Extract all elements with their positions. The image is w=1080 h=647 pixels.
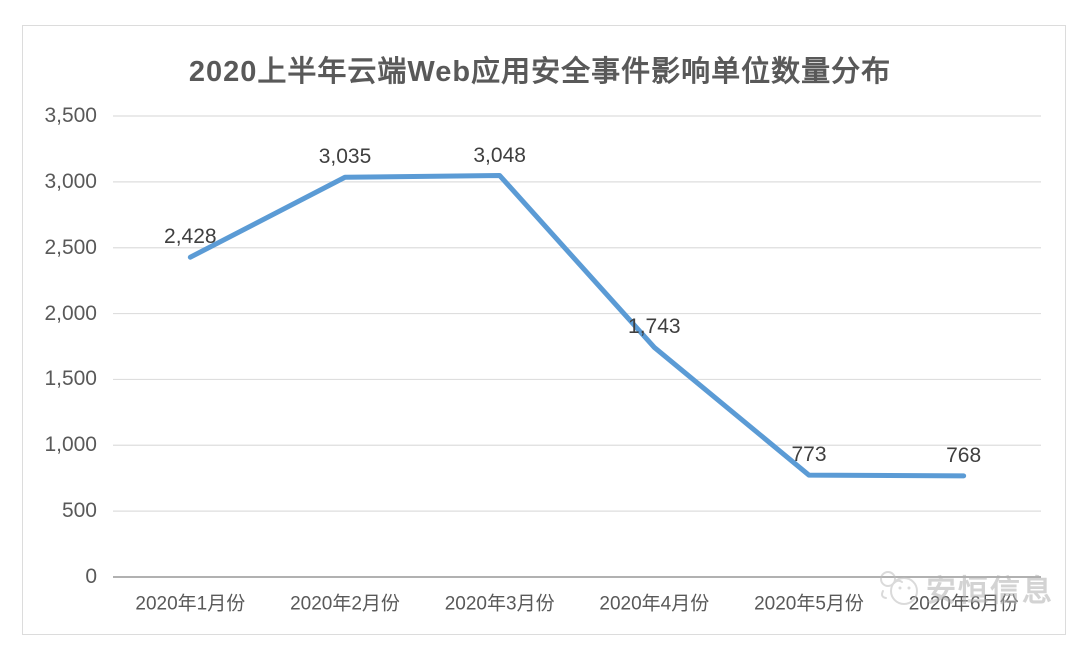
y-axis-tick-label: 2,500 — [44, 235, 97, 259]
y-axis-tick-label: 1,500 — [44, 367, 97, 391]
x-axis-tick-label: 2020年1月份 — [135, 593, 246, 615]
x-axis-tick-label: 2020年4月份 — [599, 593, 710, 615]
x-axis-tick-label: 2020年2月份 — [290, 593, 400, 615]
x-axis-tick-label: 2020年5月份 — [754, 593, 864, 615]
y-axis-tick-label: 1,000 — [44, 433, 97, 457]
x-axis-tick-label: 2020年6月份 — [908, 593, 1019, 615]
data-point-label: 773 — [791, 443, 827, 467]
data-point-label: 1,743 — [628, 315, 681, 339]
y-axis-tick-label: 3,000 — [44, 169, 97, 193]
chart-frame — [22, 25, 1066, 635]
data-series-line — [187, 173, 967, 479]
y-axis-tick-label: 2,000 — [44, 301, 97, 325]
y-axis-tick-label: 0 — [85, 565, 97, 588]
data-point-label: 768 — [946, 443, 982, 467]
y-axis-tick-label: 3,500 — [44, 104, 97, 127]
data-point-label: 3,035 — [318, 145, 372, 169]
data-point-label: 2,428 — [164, 225, 217, 249]
y-axis-tick-label: 500 — [61, 499, 97, 523]
chart-title: 2020上半年云端Web应用安全事件影响单位数量分布 — [188, 56, 892, 88]
x-axis-tick-label: 2020年3月份 — [444, 593, 555, 615]
data-point-label: 3,048 — [473, 143, 526, 167]
